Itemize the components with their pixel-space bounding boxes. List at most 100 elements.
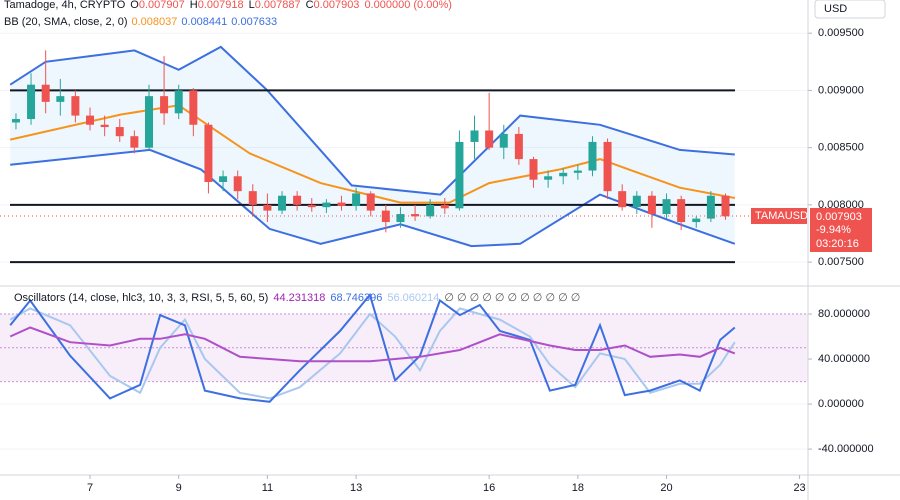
legend-oscillator: Oscillators (14, close, hlc3, 10, 3, 3, …: [14, 292, 580, 304]
ohlc-readout: H: [190, 0, 198, 11]
candle-body: [647, 195, 656, 215]
oscillator-title: Oscillators (14, close, hlc3, 10, 3, 3, …: [14, 292, 268, 304]
ohlc-readout: 0.007903: [314, 0, 360, 11]
change-label: -9.94%: [816, 224, 851, 236]
candle-body: [86, 115, 95, 125]
x-tick-label: 7: [87, 482, 93, 494]
candle-body: [366, 193, 375, 211]
candle-body: [470, 130, 479, 142]
candle-body: [692, 218, 701, 223]
indicator-readout: 0.008441: [181, 16, 227, 28]
candle-body: [544, 176, 553, 180]
bb-line: [9, 104, 735, 204]
oscillator-readout: 44.231318: [273, 292, 325, 304]
currency-box[interactable]: [814, 0, 886, 19]
candle-body: [115, 127, 124, 137]
candle-body: [248, 191, 257, 205]
candle-body: [204, 124, 213, 182]
y-tick-label: 0.009000: [818, 84, 864, 96]
candle-body: [263, 204, 272, 211]
candle-body: [100, 124, 109, 128]
x-tick-label: 18: [572, 482, 584, 494]
candle-body: [233, 176, 242, 192]
y-tick-label: 0.008000: [818, 199, 864, 211]
ohlc-readout: L: [249, 0, 255, 11]
candle-body: [677, 199, 686, 223]
candle-body: [721, 195, 730, 217]
candle-body: [130, 136, 139, 148]
symbol-tag: TAMAUSD: [755, 210, 808, 222]
candle-body: [322, 202, 331, 208]
ohlc-readout: C: [306, 0, 314, 11]
x-tick-label: 9: [176, 482, 182, 494]
candle-body: [160, 96, 169, 114]
y-tick-label: 0.007500: [818, 256, 864, 268]
plot-layer: [0, 32, 812, 450]
last-price-box: [810, 207, 872, 252]
candle-body: [396, 214, 405, 223]
indicator-readout: 0.008037: [132, 16, 178, 28]
candle-body: [706, 195, 715, 219]
candle-body: [56, 96, 65, 102]
oscillator-line: [9, 307, 736, 400]
candle-body: [174, 90, 183, 114]
last-price-label: 0.007903: [816, 211, 862, 223]
ohlc-readout: O: [130, 0, 139, 11]
indicator-title: BB (20, SMA, close, 2, 0): [4, 16, 128, 28]
candle-body: [278, 195, 287, 211]
x-tick-label: 13: [350, 482, 362, 494]
candle-body: [426, 204, 435, 217]
candle-body: [145, 96, 154, 148]
candle-body: [440, 204, 449, 209]
candle-body: [307, 204, 316, 208]
candle-body: [588, 141, 597, 171]
candle-body: [71, 96, 80, 116]
candle-body: [603, 141, 612, 192]
currency: USD: [824, 3, 847, 15]
candle-body: [411, 214, 420, 217]
candle-body: [352, 193, 361, 207]
y-tick-label: -40.000000: [818, 443, 874, 455]
candle-body: [189, 90, 198, 125]
oscillator-readout: 56.060214: [387, 292, 439, 304]
y-tick-label: 80.000000: [818, 308, 870, 320]
candle-body: [485, 130, 494, 148]
indicator-readout: 0.007633: [231, 16, 277, 28]
symbol-tag-box: [751, 207, 807, 224]
candle-body: [662, 199, 671, 215]
candle-body: [41, 84, 50, 102]
candle-body: [455, 141, 464, 209]
oscillator-readout: ∅ ∅ ∅ ∅ ∅ ∅ ∅ ∅ ∅ ∅ ∅: [444, 292, 580, 304]
legend-indicator: BB (20, SMA, close, 2, 0) 0.008037 0.00844…: [4, 16, 277, 28]
candle-body: [618, 191, 627, 208]
ohlc-readout: 0.007918: [198, 0, 244, 11]
candle-body: [499, 133, 508, 148]
x-tick-label: 11: [262, 482, 273, 494]
candle-body: [293, 195, 302, 205]
candle-body: [337, 202, 346, 207]
countdown: 03:20:16: [816, 238, 859, 250]
candle-body: [514, 133, 523, 160]
x-tick-label: 23: [793, 482, 805, 494]
x-tick-label: 20: [660, 482, 672, 494]
ohlc-readout: 0.000000 (0.00%): [364, 0, 451, 11]
x-tick-label: 16: [483, 482, 495, 494]
candle-body: [573, 170, 582, 173]
y-tick-label: 0.009500: [818, 27, 864, 39]
candle-body: [27, 84, 36, 120]
candle-body: [529, 159, 538, 180]
candle-body: [559, 172, 568, 177]
candle-body: [219, 176, 228, 182]
y-tick-label: 0.000000: [818, 398, 864, 410]
candle-body: [381, 210, 390, 223]
ohlc-readout: 0.007887: [255, 0, 301, 11]
symbol-title: Tamadoge, 4h, CRYPTO: [4, 0, 126, 11]
y-tick-label: 40.000000: [818, 353, 870, 365]
ohlc-readout: 0.007907: [139, 0, 185, 11]
oscillator-line: [9, 326, 736, 363]
y-tick-label: 0.008500: [818, 142, 864, 154]
oscillator-readout: 68.746396: [330, 292, 382, 304]
candle-body: [11, 119, 20, 123]
